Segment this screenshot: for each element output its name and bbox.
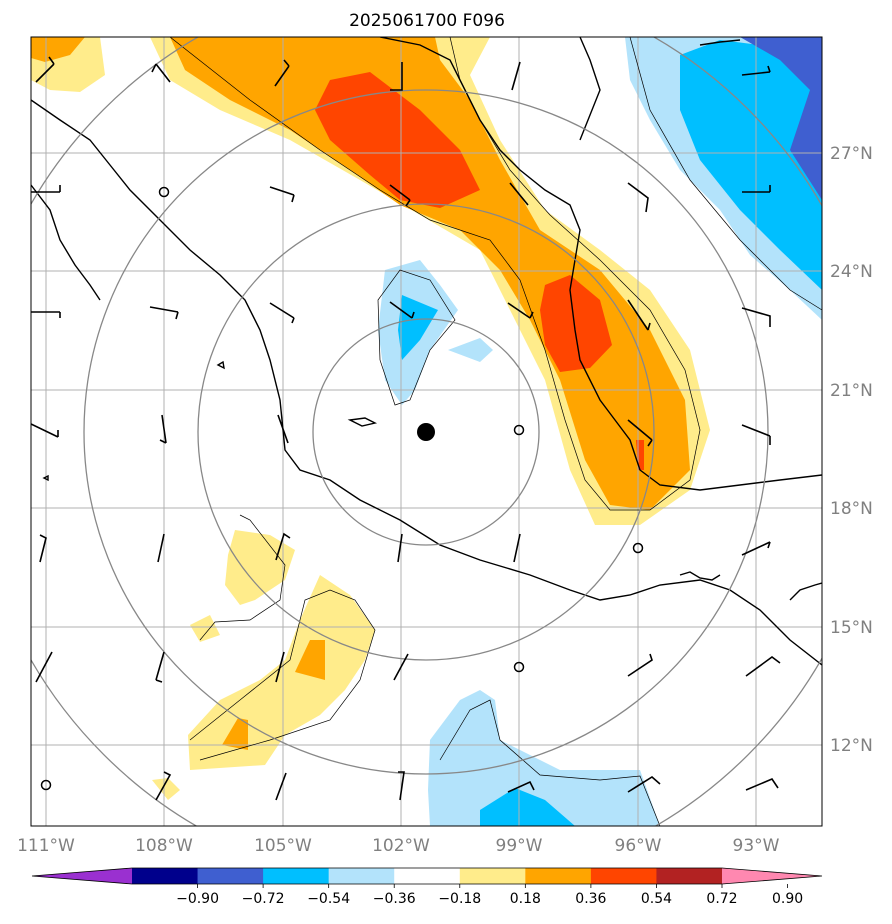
colorbar-tick-label: 0.54: [641, 891, 672, 907]
wind-barbs: [31, 56, 781, 801]
lon-tick-label: 96°W: [615, 836, 662, 856]
colorbar-segment: [328, 868, 395, 884]
lat-tick-label: 24°N: [830, 262, 873, 282]
colorbar-tick-label: 0.90: [772, 891, 803, 907]
negative-anomaly-fill: [378, 37, 822, 826]
colorbar-tick-label: −0.18: [438, 891, 481, 907]
lon-tick-label: 105°W: [254, 836, 312, 856]
lat-tick-labels: 27°N 24°N 21°N 18°N 15°N 12°N: [830, 144, 873, 756]
lon-tick-label: 108°W: [135, 836, 193, 856]
colorbar-segment: [263, 868, 330, 884]
figure-title: 2025061700 F096: [349, 11, 505, 31]
lon-tick-label: 93°W: [733, 836, 780, 856]
colorbar-segment: [656, 868, 723, 884]
lon-tick-labels: 111°W 108°W 105°W 102°W 99°W 96°W 93°W: [17, 836, 780, 856]
lon-tick-label: 99°W: [496, 836, 543, 856]
colorbar-extend-low: [32, 868, 132, 884]
colorbar-outline: [31, 867, 823, 885]
colorbar-tick-label: 0.18: [510, 891, 541, 907]
lat-tick-label: 12°N: [830, 736, 873, 756]
colorbar-tick-label: 0.72: [706, 891, 737, 907]
lon-tick-label: 102°W: [372, 836, 430, 856]
storm-center-marker: [417, 423, 435, 441]
colorbar-segment: [132, 868, 199, 884]
colorbar-tick-label: −0.36: [373, 891, 416, 907]
colorbar-tick-label: −0.54: [307, 891, 350, 907]
lat-tick-label: 21°N: [830, 381, 873, 401]
colorbar-segment: [590, 868, 657, 884]
map-frame: [30, 36, 823, 827]
colorbar-tick-label: −0.90: [176, 891, 219, 907]
lat-tick-label: 18°N: [830, 499, 873, 519]
calm-markers: [40, 186, 644, 791]
colorbar-tick-label: 0.36: [575, 891, 606, 907]
colorbar: [31, 867, 823, 888]
colorbar-labels: −0.90 −0.72 −0.54 −0.36 −0.18 0.18 0.36 0.54 0.7…: [176, 891, 803, 907]
colorbar-tick-label: −0.72: [242, 891, 285, 907]
colorbar-extend-high: [722, 868, 822, 884]
colorbar-segment: [197, 868, 264, 884]
range-rings: [31, 37, 822, 826]
map-panel: [31, 37, 822, 826]
lat-tick-label: 27°N: [830, 144, 873, 164]
colorbar-segment: [525, 868, 592, 884]
colorbar-segment: [394, 868, 461, 884]
colorbar-segment: [459, 868, 526, 884]
lat-tick-label: 15°N: [830, 618, 873, 638]
lon-tick-label: 111°W: [17, 836, 75, 856]
